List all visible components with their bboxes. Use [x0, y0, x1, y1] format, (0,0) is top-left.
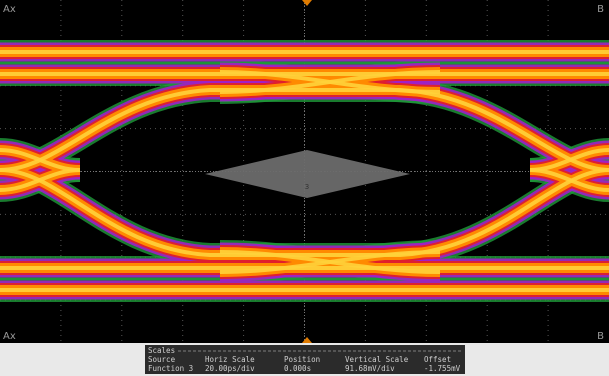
eye-trace — [219, 70, 441, 94]
eye-trace — [529, 168, 609, 192]
scales-header: Horiz Scale — [205, 355, 255, 364]
scales-cell: 91.68mV/div — [345, 364, 395, 373]
eye-diagram — [0, 40, 609, 302]
scales-cell: 20.00ps/div — [205, 364, 255, 373]
scales-title: Scales — [148, 346, 175, 355]
scales-header: Offset — [424, 355, 451, 364]
corner-label: Ax — [3, 331, 16, 342]
eye-trace — [0, 168, 609, 257]
scales-cell: 0.000s — [284, 364, 311, 373]
scales-header: Vertical Scale — [345, 355, 409, 364]
corner-label: B — [597, 4, 604, 15]
corner-label: B — [597, 331, 604, 342]
eye-trace — [0, 88, 609, 172]
eye-trace — [0, 168, 81, 192]
trigger-marker-bottom — [302, 337, 312, 343]
scales-cell: Function 3 — [148, 364, 193, 373]
eye-trace — [219, 250, 441, 274]
trigger-marker-top — [302, 0, 312, 6]
eye-mask — [205, 150, 410, 198]
scales-cell: -1.755mV — [424, 364, 461, 373]
corner-label: Ax — [3, 4, 16, 15]
scales-header: Source — [148, 355, 176, 364]
mask-label: 3 — [305, 183, 309, 191]
scales-header: Position — [284, 355, 320, 364]
scales-panel — [145, 345, 465, 374]
